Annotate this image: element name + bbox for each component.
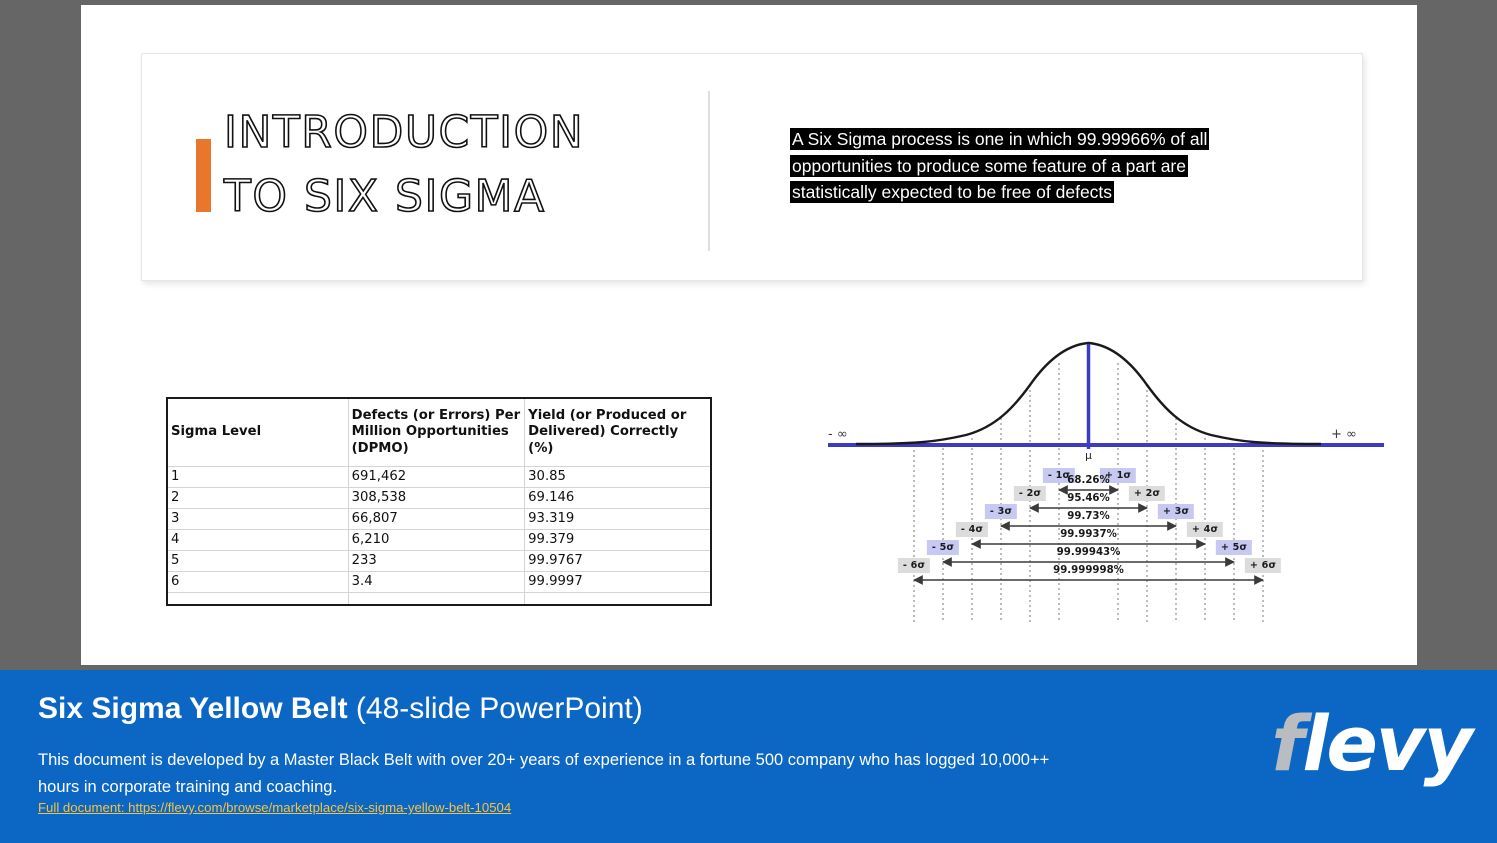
page-title-line-2: TO SIX SIGMA	[223, 170, 546, 223]
cell-sigma-level: 5	[166, 549, 349, 572]
table-row: 5 233 99.9767	[166, 549, 712, 572]
sigma-level-table: Sigma Level Defects (or Errors) Per Mill…	[166, 397, 712, 606]
bell-curve	[855, 341, 1322, 446]
cell-dpmo: 3.4	[347, 570, 526, 593]
sigma-chip-plus-6: + 6σ	[1244, 558, 1282, 573]
cell-dpmo: 66,807	[347, 507, 526, 530]
distribution-svg	[828, 341, 1384, 623]
table-row: 1 691,462 30.85	[166, 465, 712, 488]
page-title: INTRODUCTION TO SIX SIGMA	[223, 101, 694, 229]
sigma-chip-plus-4: + 4σ	[1186, 522, 1224, 537]
cell-yield: 99.9767	[524, 549, 712, 572]
callout-text: A Six Sigma process is one in which 99.9…	[790, 126, 1350, 206]
document-title-name: Six Sigma Yellow Belt	[38, 692, 348, 725]
column-header-yield: Yield (or Produced or Delivered) Correct…	[524, 397, 712, 467]
flevy-logo-f: f	[1271, 699, 1304, 788]
cell-sigma-level: 6	[166, 570, 349, 593]
coverage-label-4-sigma: 99.9937%	[1060, 529, 1117, 540]
axis-negative-infinity-label: - ∞	[828, 427, 848, 442]
sigma-chip-plus-5: + 5σ	[1215, 540, 1253, 555]
header-card: INTRODUCTION TO SIX SIGMA A Six Sigma pr…	[141, 53, 1363, 281]
coverage-label-6-sigma: 99.999998%	[1053, 565, 1124, 576]
coverage-label-5-sigma: 99.99943%	[1056, 547, 1121, 558]
callout-line-3: statistically expected to be free of def…	[790, 181, 1115, 203]
column-header-sigma-level: Sigma Level	[166, 397, 349, 467]
sigma-chip-minus-1: - 1σ	[1042, 468, 1076, 483]
full-document-link[interactable]: Full document: https://flevy.com/browse/…	[38, 800, 512, 815]
cell-sigma-level: 1	[166, 465, 349, 488]
cell-yield: 93.319	[524, 507, 712, 530]
flevy-logo-text: levy	[1302, 699, 1473, 788]
accent-bar	[196, 139, 211, 212]
table-row: 4 6,210 99.379	[166, 528, 712, 551]
sigma-chip-plus-3: + 3σ	[1157, 504, 1195, 519]
sigma-chip-minus-4: - 4σ	[955, 522, 989, 537]
cell-yield: 99.379	[524, 528, 712, 551]
sigma-chip-minus-6: - 6σ	[897, 558, 931, 573]
callout-line-2: opportunities to produce some feature of…	[790, 154, 1188, 177]
coverage-arrows	[913, 485, 1264, 585]
document-title-meta: (48-slide PowerPoint)	[347, 692, 643, 725]
sigma-chip-plus-2: + 2σ	[1128, 486, 1166, 501]
cell-dpmo: 6,210	[347, 528, 526, 551]
cell-yield: 99.9997	[524, 570, 712, 593]
sigma-chip-minus-3: - 3σ	[984, 504, 1018, 519]
cell-sigma-level: 4	[166, 528, 349, 551]
callout-line-1: A Six Sigma process is one in which 99.9…	[790, 128, 1210, 150]
coverage-label-1-sigma: 68.26%	[1067, 475, 1110, 486]
cell-yield: 69.146	[524, 486, 712, 509]
coverage-label-3-sigma: 99.73%	[1067, 511, 1110, 522]
coverage-label-2-sigma: 95.46%	[1067, 493, 1110, 504]
vertical-divider	[708, 91, 710, 251]
cell-dpmo: 691,462	[347, 465, 526, 488]
document-title: Six Sigma Yellow Belt (48-slide PowerPoi…	[38, 692, 643, 726]
sigma-chip-minus-5: - 5σ	[926, 540, 960, 555]
table-row-empty	[166, 591, 712, 606]
table-row: 6 3.4 99.9997	[166, 570, 712, 593]
cell-dpmo: 233	[347, 549, 526, 572]
table-header-row: Sigma Level Defects (or Errors) Per Mill…	[166, 397, 712, 467]
slide-canvas: INTRODUCTION TO SIX SIGMA A Six Sigma pr…	[81, 5, 1417, 665]
cell-yield: 30.85	[524, 465, 712, 488]
page-title-line-1: INTRODUCTION	[223, 106, 585, 159]
cell-sigma-level: 2	[166, 486, 349, 509]
document-description: This document is developed by a Master B…	[38, 751, 1050, 796]
cell-sigma-level: 3	[166, 507, 349, 530]
flevy-footer-banner: Six Sigma Yellow Belt (48-slide PowerPoi…	[0, 670, 1497, 843]
flevy-logo[interactable]: flevy	[1271, 706, 1473, 782]
normal-distribution-chart: - ∞ + ∞ μ - 1σ - 2σ - 3σ - 4σ - 5σ - 6σ …	[826, 323, 1386, 628]
sigma-chip-plus-1: + 1σ	[1099, 468, 1137, 483]
column-header-dpmo: Defects (or Errors) Per Million Opportun…	[347, 397, 526, 467]
table-row: 2 308,538 69.146	[166, 486, 712, 509]
cell-dpmo: 308,538	[347, 486, 526, 509]
sigma-chip-minus-2: - 2σ	[1013, 486, 1047, 501]
axis-positive-infinity-label: + ∞	[1331, 427, 1357, 442]
table-row: 3 66,807 93.319	[166, 507, 712, 530]
mean-label: μ	[1085, 450, 1092, 462]
